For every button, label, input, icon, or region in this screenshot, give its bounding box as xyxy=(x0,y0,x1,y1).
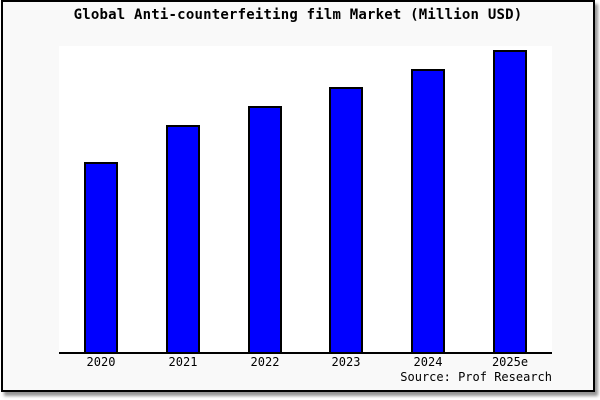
bar-2021 xyxy=(166,125,200,352)
x-axis-label-2022: 2022 xyxy=(250,355,280,369)
bar-2020 xyxy=(84,162,118,352)
chart-title: Global Anti-counterfeiting film Market (… xyxy=(73,7,523,23)
source-note: Source: Prof Research xyxy=(400,370,552,384)
bar-2024 xyxy=(411,69,445,352)
x-axis-label-2024: 2024 xyxy=(413,355,443,369)
chart-card: Global Anti-counterfeiting film Market (… xyxy=(1,0,595,392)
plot-area xyxy=(59,46,552,354)
x-axis-labels: 2020 2021 2022 2023 2024 2025e xyxy=(59,355,552,371)
x-axis-label-2020: 2020 xyxy=(86,355,116,369)
bar-2022 xyxy=(248,106,282,352)
x-axis-label-2021: 2021 xyxy=(168,355,198,369)
bar-2025e xyxy=(493,50,527,352)
x-axis-label-2023: 2023 xyxy=(331,355,361,369)
x-axis-label-2025e: 2025e xyxy=(491,355,529,369)
bar-2023 xyxy=(329,87,363,352)
